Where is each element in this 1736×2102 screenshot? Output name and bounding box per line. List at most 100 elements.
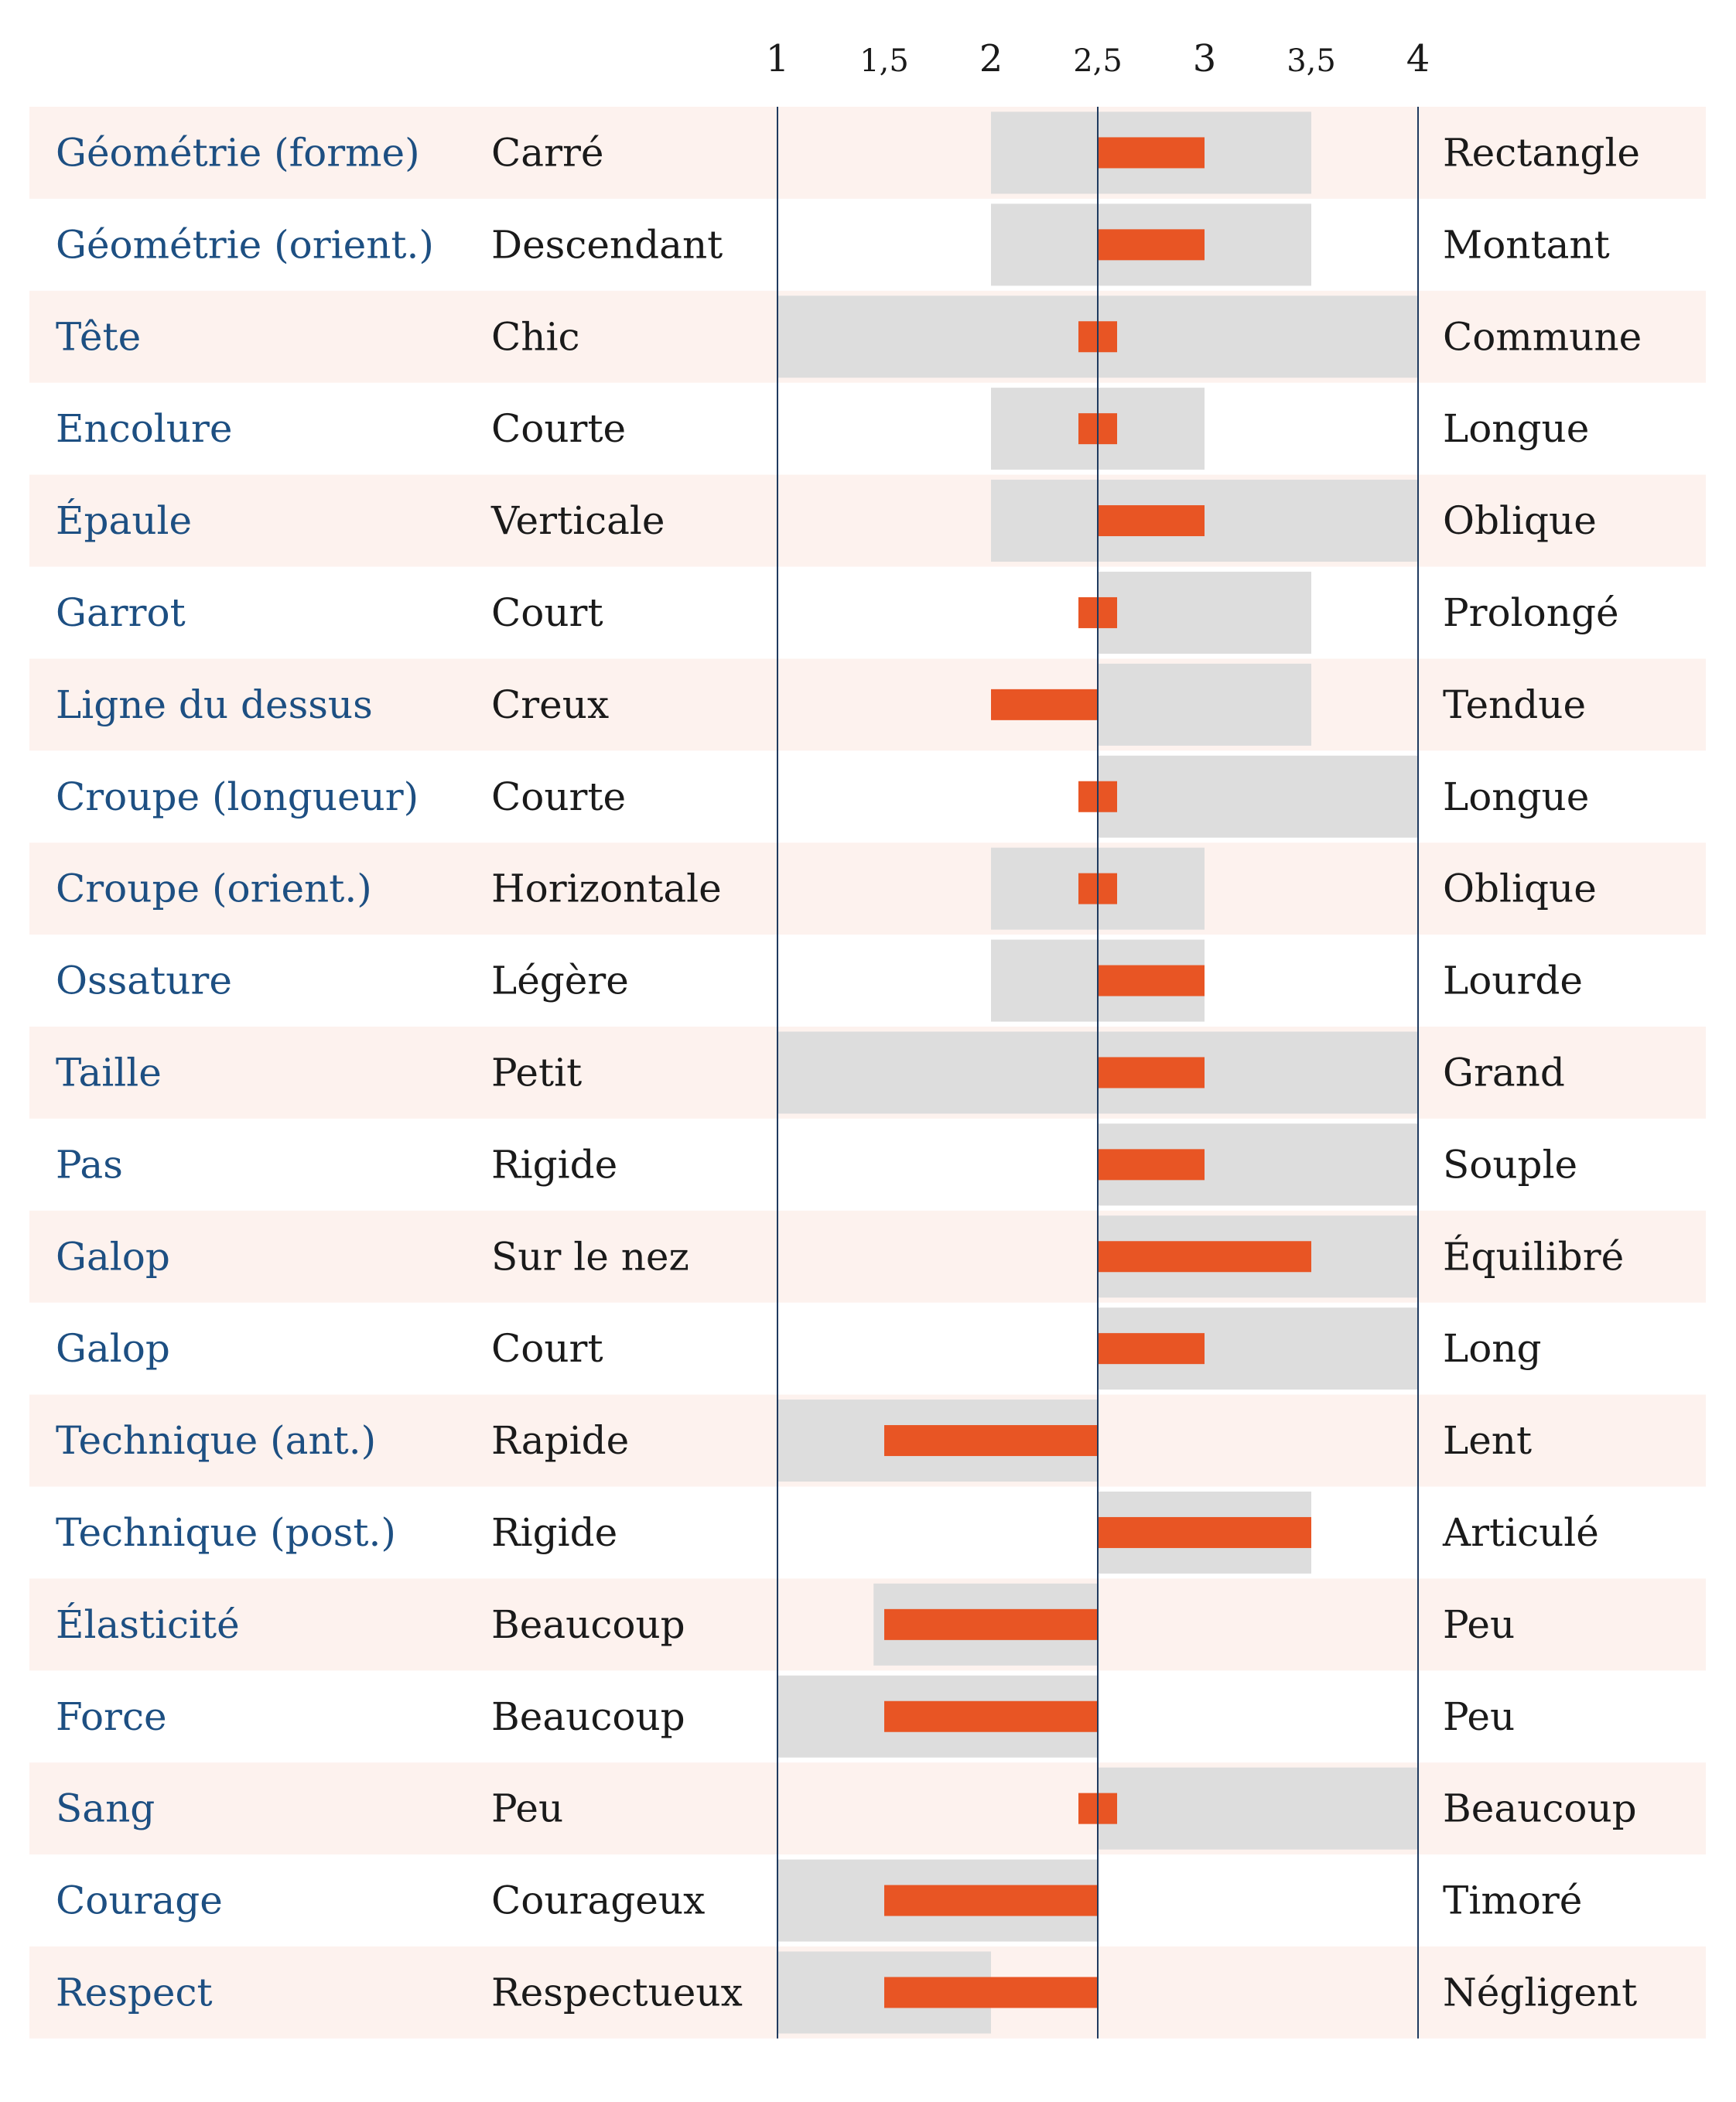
high-pole-label: Rectangle bbox=[1443, 130, 1640, 175]
high-pole-label: Articulé bbox=[1442, 1510, 1599, 1555]
trait-label: Force bbox=[56, 1694, 167, 1739]
trait-label: Croupe (longueur) bbox=[56, 774, 419, 819]
low-pole-label: Peu bbox=[491, 1786, 563, 1831]
high-pole-label: Négligent bbox=[1443, 1970, 1637, 2015]
high-pole-label: Long bbox=[1443, 1326, 1542, 1371]
value-bar bbox=[1098, 1149, 1205, 1181]
low-pole-label: Rigide bbox=[491, 1142, 617, 1187]
value-bar bbox=[991, 689, 1098, 720]
trait-label: Ossature bbox=[56, 959, 232, 1003]
high-pole-label: Peu bbox=[1443, 1602, 1515, 1647]
value-bar bbox=[1098, 1333, 1205, 1365]
trait-label: Géométrie (forme) bbox=[56, 130, 420, 175]
axis-lines bbox=[777, 107, 1419, 2039]
low-pole-label: Courageux bbox=[491, 1878, 705, 1923]
trait-label: Technique (ant.) bbox=[56, 1418, 376, 1463]
x-tick-label: 4 bbox=[1406, 37, 1430, 80]
high-pole-label: Beaucoup bbox=[1443, 1786, 1637, 1831]
low-pole-label: Court bbox=[491, 590, 603, 635]
row-stripe bbox=[29, 1210, 1706, 1303]
high-pole-label: Longue bbox=[1443, 406, 1589, 451]
row-stripe bbox=[29, 1578, 1706, 1671]
trait-label: Respect bbox=[56, 1970, 213, 2015]
value-bar bbox=[1098, 137, 1205, 169]
low-pole-label: Courte bbox=[491, 774, 626, 819]
high-pole-label: Longue bbox=[1443, 774, 1589, 819]
row-stripe bbox=[29, 474, 1706, 567]
trait-label: Pas bbox=[56, 1142, 123, 1187]
low-pole-label: Sur le nez bbox=[491, 1234, 689, 1279]
high-pole-label: Grand bbox=[1443, 1050, 1565, 1095]
x-tick-label: 1,5 bbox=[859, 43, 909, 79]
low-pole-label: Beaucoup bbox=[491, 1694, 685, 1739]
high-pole-label: Lent bbox=[1443, 1418, 1532, 1463]
range-band bbox=[1098, 1767, 1418, 1850]
trait-label: Taille bbox=[56, 1050, 162, 1095]
value-bar bbox=[884, 1425, 1098, 1457]
row-stripe bbox=[29, 107, 1706, 199]
value-bar bbox=[884, 1885, 1098, 1916]
high-pole-label: Lourde bbox=[1443, 959, 1583, 1003]
high-pole-label: Peu bbox=[1443, 1694, 1515, 1739]
row-labels: Géométrie (forme) Carré Rectangle Géométrie… bbox=[56, 130, 1642, 2015]
low-pole-label: Petit bbox=[491, 1050, 582, 1095]
low-pole-label: Respectueux bbox=[491, 1970, 743, 2015]
trait-label: Géométrie (orient.) bbox=[56, 222, 434, 267]
range-band bbox=[1098, 755, 1418, 838]
low-pole-label: Chic bbox=[491, 314, 579, 359]
trait-label: Galop bbox=[56, 1326, 170, 1371]
range-band bbox=[1098, 571, 1311, 654]
x-tick-label: 3 bbox=[1193, 37, 1217, 80]
value-bar bbox=[884, 1608, 1098, 1640]
low-pole-label: Descendant bbox=[491, 222, 723, 267]
high-pole-label: Équilibré bbox=[1443, 1233, 1624, 1279]
high-pole-label: Oblique bbox=[1443, 498, 1597, 543]
trait-label: Galop bbox=[56, 1234, 170, 1279]
x-tick-label: 1 bbox=[766, 37, 790, 80]
value-bar bbox=[1098, 1241, 1311, 1273]
trait-label: Garrot bbox=[56, 590, 186, 635]
high-pole-label: Prolongé bbox=[1443, 590, 1619, 635]
low-pole-label: Horizontale bbox=[491, 866, 722, 911]
high-pole-label: Montant bbox=[1443, 222, 1610, 267]
trait-label: Élasticité bbox=[56, 1601, 240, 1647]
value-bar bbox=[1098, 965, 1205, 996]
tick-labels: 1 1,5 2 2,5 3 3,5 4 bbox=[766, 37, 1430, 80]
low-pole-label: Court bbox=[491, 1326, 603, 1371]
low-pole-label: Légère bbox=[491, 959, 629, 1003]
low-pole-label: Rigide bbox=[491, 1510, 617, 1555]
trait-label: Sang bbox=[56, 1786, 155, 1831]
low-pole-label: Verticale bbox=[490, 498, 665, 543]
trait-label: Courage bbox=[56, 1878, 223, 1923]
value-bar bbox=[1098, 1516, 1311, 1548]
trait-label: Ligne du dessus bbox=[56, 682, 373, 727]
value-bar bbox=[884, 1977, 1098, 2008]
low-pole-label: Carré bbox=[491, 130, 603, 175]
value-bar bbox=[1098, 505, 1205, 537]
trait-label: Épaule bbox=[56, 497, 192, 543]
trait-label: Tête bbox=[56, 314, 141, 359]
low-pole-label: Creux bbox=[491, 682, 609, 727]
trait-label: Croupe (orient.) bbox=[56, 866, 372, 911]
x-tick-label: 2 bbox=[979, 37, 1003, 80]
value-bar bbox=[1098, 1057, 1205, 1089]
value-bars bbox=[884, 137, 1311, 2008]
range-band bbox=[1098, 663, 1311, 746]
value-bar bbox=[1098, 229, 1205, 261]
x-tick-label: 3,5 bbox=[1287, 43, 1336, 79]
high-pole-label: Oblique bbox=[1443, 866, 1597, 911]
value-bar bbox=[884, 1700, 1098, 1732]
low-pole-label: Courte bbox=[491, 406, 626, 451]
high-pole-label: Tendue bbox=[1443, 682, 1586, 727]
row-stripe bbox=[29, 658, 1706, 751]
trait-label: Technique (post.) bbox=[56, 1510, 396, 1555]
high-pole-label: Timoré bbox=[1443, 1878, 1582, 1923]
high-pole-label: Commune bbox=[1443, 314, 1642, 359]
row-stripe bbox=[29, 1762, 1706, 1855]
x-tick-label: 2,5 bbox=[1073, 43, 1123, 79]
high-pole-label: Souple bbox=[1443, 1142, 1577, 1187]
low-pole-label: Beaucoup bbox=[491, 1602, 685, 1647]
low-pole-label: Rapide bbox=[491, 1418, 629, 1463]
trait-label: Encolure bbox=[56, 406, 233, 451]
